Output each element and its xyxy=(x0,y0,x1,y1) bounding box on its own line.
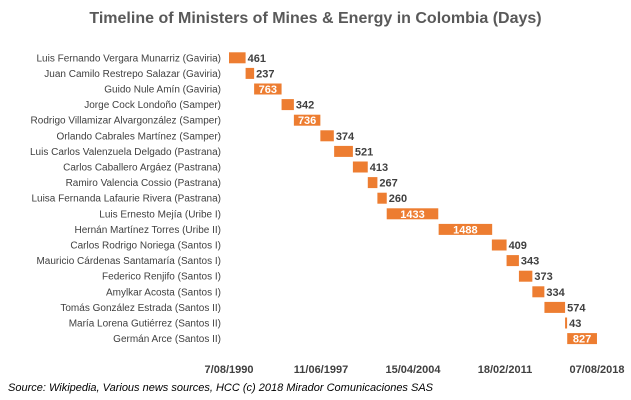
bar-value-label: 574 xyxy=(567,302,586,314)
category-label: Luis Fernando Vergara Munarriz (Gaviria) xyxy=(36,53,221,64)
category-label: María Lorena Gutiérrez (Santos II) xyxy=(69,319,221,330)
timeline-bar xyxy=(532,286,545,298)
bar-value-label: 342 xyxy=(296,100,314,112)
category-label: Luisa Fernanda Lafaurie Rivera (Pastrana… xyxy=(31,194,221,205)
bar-value-label: 413 xyxy=(370,162,388,174)
timeline-bar xyxy=(367,177,378,189)
timeline-bar xyxy=(320,130,334,142)
bar-value-label: 334 xyxy=(546,287,565,299)
bar-value-label: 237 xyxy=(256,68,274,80)
timeline-bar xyxy=(377,192,387,204)
timeline-bar xyxy=(245,67,255,79)
category-label: Ramiro Valencia Cossio (Pastrana) xyxy=(66,178,221,189)
category-label: Rodrigo Villamizar Alvargonzález (Samper… xyxy=(31,116,221,127)
timeline-bar xyxy=(438,223,493,235)
category-label: Mauricio Cárdenas Santamaría (Santos I) xyxy=(36,256,221,267)
bar-value-label: 374 xyxy=(336,131,355,143)
bar-value-label: 343 xyxy=(521,256,539,268)
category-label: Hernán Martínez Torres (Uribe II) xyxy=(74,225,221,236)
bar-value-label: 373 xyxy=(534,271,552,283)
timeline-bar xyxy=(567,333,597,345)
category-label: Juan Camilo Restrepo Salazar (Gaviria) xyxy=(44,69,221,80)
timeline-bar xyxy=(491,239,507,251)
category-label: Amylkar Acosta (Santos I) xyxy=(106,287,221,298)
timeline-bar xyxy=(293,114,321,126)
bar-value-label: 736 xyxy=(298,115,316,127)
timeline-bar xyxy=(254,83,282,95)
category-label: Luis Carlos Valenzuela Delgado (Pastrana… xyxy=(30,147,221,158)
category-label: Orlando Cabrales Martínez (Samper) xyxy=(56,131,221,142)
timeline-bar xyxy=(229,52,246,64)
x-tick-label: 15/04/2004 xyxy=(385,364,441,376)
x-tick-label: 7/08/1990 xyxy=(205,364,254,376)
timeline-bar xyxy=(565,317,568,329)
bar-value-label: 409 xyxy=(509,240,527,252)
timeline-bar xyxy=(506,255,519,267)
category-label: Tomás González Estrada (Santos II) xyxy=(60,303,221,314)
bar-value-label: 521 xyxy=(355,146,373,158)
timeline-bar xyxy=(518,270,533,282)
category-label: Jorge Cock Londoño (Samper) xyxy=(84,100,221,111)
timeline-bar xyxy=(352,161,368,173)
chart-title: Timeline of Ministers of Mines & Energy … xyxy=(89,10,542,27)
timeline-bar xyxy=(544,301,566,313)
bar-value-label: 827 xyxy=(573,334,591,346)
bar-value-label: 1488 xyxy=(453,224,477,236)
category-label: Germán Arce (Santos II) xyxy=(113,334,221,345)
bar-value-label: 1433 xyxy=(400,209,424,221)
category-label: Federico Renjifo (Santos I) xyxy=(102,272,221,283)
timeline-bar xyxy=(281,99,294,111)
bar-value-label: 461 xyxy=(248,53,266,65)
bar-value-label: 763 xyxy=(259,84,277,96)
timeline-bar xyxy=(386,208,439,220)
timeline-bar xyxy=(334,145,353,157)
category-label: Carlos Rodrigo Noriega (Santos I) xyxy=(70,241,221,252)
x-tick-label: 18/02/2011 xyxy=(478,364,532,376)
category-label: Guido Nule Amín (Gaviria) xyxy=(104,85,221,96)
category-label: Carlos Caballero Argáez (Pastrana) xyxy=(63,163,221,174)
x-tick-label: 07/08/2018 xyxy=(569,364,624,376)
bar-value-label: 43 xyxy=(569,318,581,330)
category-label: Luis Ernesto Mejía (Uribe I) xyxy=(99,209,221,220)
bar-value-label: 260 xyxy=(389,193,407,205)
x-tick-label: 11/06/1997 xyxy=(294,364,348,376)
bar-value-label: 267 xyxy=(379,178,397,190)
source-note: Source: Wikipedia, Various news sources,… xyxy=(8,382,433,394)
